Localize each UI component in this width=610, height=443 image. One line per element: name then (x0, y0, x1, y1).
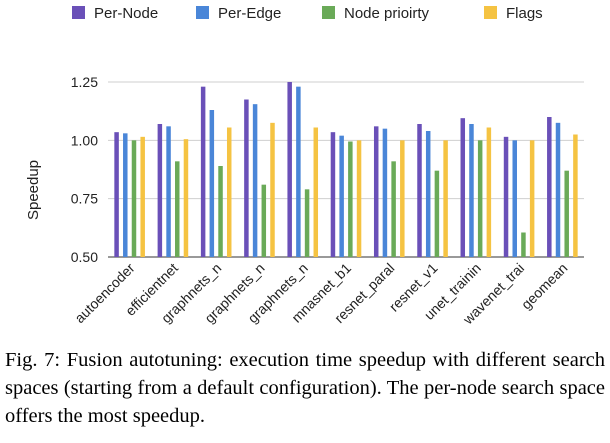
bar (114, 132, 119, 257)
bar (529, 140, 535, 257)
legend-item: Flags (484, 5, 543, 22)
bar (348, 141, 353, 257)
bar (382, 128, 388, 257)
legend: Per-Node Per-Edge Node prioirty Flags (72, 5, 543, 22)
legend-swatch (484, 6, 497, 19)
bar (573, 134, 578, 257)
bar (330, 132, 336, 257)
bar (226, 127, 232, 257)
y-axis-title: Speedup (25, 160, 42, 220)
bar (425, 131, 431, 257)
x-tick-label: geomean (518, 260, 571, 313)
legend-item: Node prioirty (322, 5, 430, 22)
bar (123, 133, 128, 257)
legend-label: Per-Edge (218, 5, 281, 22)
y-tick-label: 0.50 (71, 249, 98, 265)
bar (521, 232, 526, 257)
bar (547, 117, 552, 257)
bar (209, 110, 215, 257)
bar (252, 104, 258, 257)
bar (503, 136, 509, 257)
bar (304, 189, 310, 257)
bar (564, 170, 569, 257)
legend-item: Per-Edge (196, 5, 281, 22)
y-tick-label: 0.75 (71, 191, 98, 207)
y-axis-ticks: 0.50 0.75 1.00 1.25 (71, 74, 98, 265)
bar (131, 140, 137, 257)
bar (157, 124, 163, 257)
y-tick-label: 1.00 (71, 132, 98, 148)
legend-swatch (72, 6, 85, 19)
legend-item: Per-Node (72, 5, 158, 22)
bar (313, 127, 319, 257)
bar (356, 140, 362, 257)
y-tick-label: 1.25 (71, 74, 98, 90)
bar (391, 161, 396, 257)
bar (200, 86, 206, 257)
bar (460, 118, 466, 257)
bar (373, 126, 379, 257)
x-axis-labels: autoencoderefficientnetgraphnets_ngraphn… (71, 260, 570, 328)
legend-swatch (322, 6, 335, 19)
bar (469, 124, 474, 257)
bar (261, 184, 267, 257)
bars (114, 82, 578, 257)
figure-caption: Fig. 7: Fusion autotuning: execution tim… (5, 349, 605, 427)
bar (477, 140, 483, 257)
bar (175, 161, 180, 257)
bar (296, 86, 301, 257)
bar (140, 136, 145, 257)
legend-label: Node prioirty (344, 5, 430, 22)
bar (218, 166, 223, 257)
bar (400, 140, 405, 257)
bar (244, 99, 249, 257)
bar (166, 126, 171, 257)
legend-swatch (196, 6, 209, 19)
legend-label: Flags (506, 5, 543, 22)
x-tick-label: autoencoder (71, 260, 138, 327)
bar (417, 124, 422, 257)
bar (287, 82, 292, 257)
legend-label: Per-Node (94, 5, 158, 22)
bar (486, 127, 492, 257)
bar (443, 140, 448, 257)
bar (339, 135, 344, 257)
bar (270, 122, 275, 257)
speedup-bar-chart: Per-Node Per-Edge Node prioirty Flags 0.500… (25, 5, 584, 328)
bar (512, 140, 517, 257)
bar (555, 122, 561, 257)
bar (183, 139, 189, 257)
bar (434, 170, 440, 257)
